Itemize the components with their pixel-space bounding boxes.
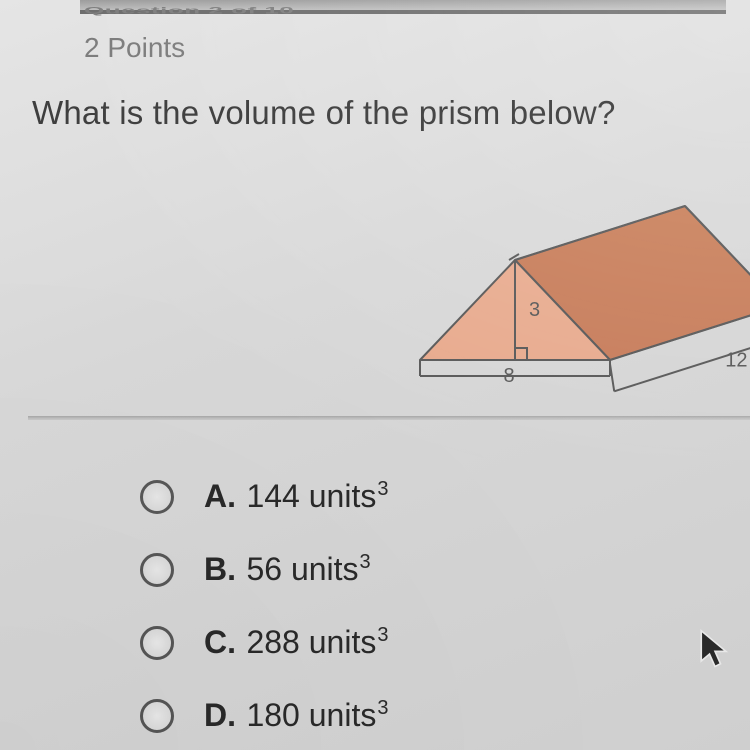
answer-list: A. 144 units3 B. 56 units3 C. 288 units3…	[140, 478, 750, 734]
answer-text: D. 180 units3	[204, 697, 388, 734]
answer-option-b[interactable]: B. 56 units3	[140, 551, 750, 588]
answer-option-d[interactable]: D. 180 units3	[140, 697, 750, 734]
prism-svg: 3 8 12	[390, 170, 750, 400]
radio-icon[interactable]	[140, 699, 174, 733]
radio-icon[interactable]	[140, 480, 174, 514]
section-divider	[28, 416, 750, 420]
question-number: Question 2 of 10	[84, 9, 294, 14]
cursor-icon	[698, 628, 732, 672]
radio-icon[interactable]	[140, 553, 174, 587]
question-header-cropped: Question 2 of 10	[80, 0, 726, 14]
answer-option-a[interactable]: A. 144 units3	[140, 478, 750, 515]
answer-text: A. 144 units3	[204, 478, 388, 515]
points-label: 2 Points	[84, 32, 750, 64]
svg-text:8: 8	[503, 365, 514, 387]
answer-text: B. 56 units3	[204, 551, 371, 588]
svg-text:3: 3	[529, 299, 540, 321]
quiz-page: Question 2 of 10 2 Points What is the vo…	[0, 0, 750, 750]
svg-text:12: 12	[725, 349, 747, 371]
answer-option-c[interactable]: C. 288 units3	[140, 624, 750, 661]
question-text: What is the volume of the prism below?	[32, 94, 750, 132]
answer-text: C. 288 units3	[204, 624, 388, 661]
prism-figure: 3 8 12	[0, 160, 750, 410]
radio-icon[interactable]	[140, 626, 174, 660]
